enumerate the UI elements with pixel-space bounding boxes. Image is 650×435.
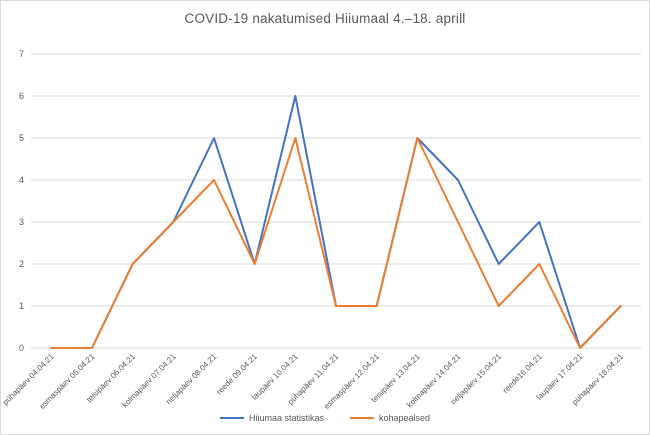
y-axis-tick-label-6: 6 xyxy=(19,91,24,101)
x-axis-tick-label-5: reede 09.04.21 xyxy=(215,352,260,397)
y-axis-tick-label-7: 7 xyxy=(19,49,24,59)
y-axis-tick-label-5: 5 xyxy=(19,133,24,143)
legend-label-series1: Hiiumaa statistikas xyxy=(248,413,324,423)
chart-title: COVID-19 nakatumised Hiiumaal 4.–18. apr… xyxy=(184,11,466,26)
series-line-1 xyxy=(50,137,622,349)
legend-item-kohapealsed: kohapealsed xyxy=(349,413,431,423)
y-axis-tick-label-1: 1 xyxy=(19,301,24,311)
series2-line-swatch-icon xyxy=(349,417,374,419)
x-axis-tick-label-12: reede16.04.21 xyxy=(501,352,544,395)
series1-line-swatch-icon xyxy=(219,417,244,419)
chart-legend: Hiiumaa statistikas kohapealsed xyxy=(1,413,649,423)
y-axis-tick-label-4: 4 xyxy=(19,175,24,185)
y-axis-tick-label-3: 3 xyxy=(19,217,24,227)
y-axis-tick-label-0: 0 xyxy=(19,343,24,353)
y-axis-tick-label-2: 2 xyxy=(19,259,24,269)
legend-label-series2: kohapealsed xyxy=(378,413,431,423)
legend-item-hiiumaa-statistikas: Hiiumaa statistikas xyxy=(219,413,324,423)
